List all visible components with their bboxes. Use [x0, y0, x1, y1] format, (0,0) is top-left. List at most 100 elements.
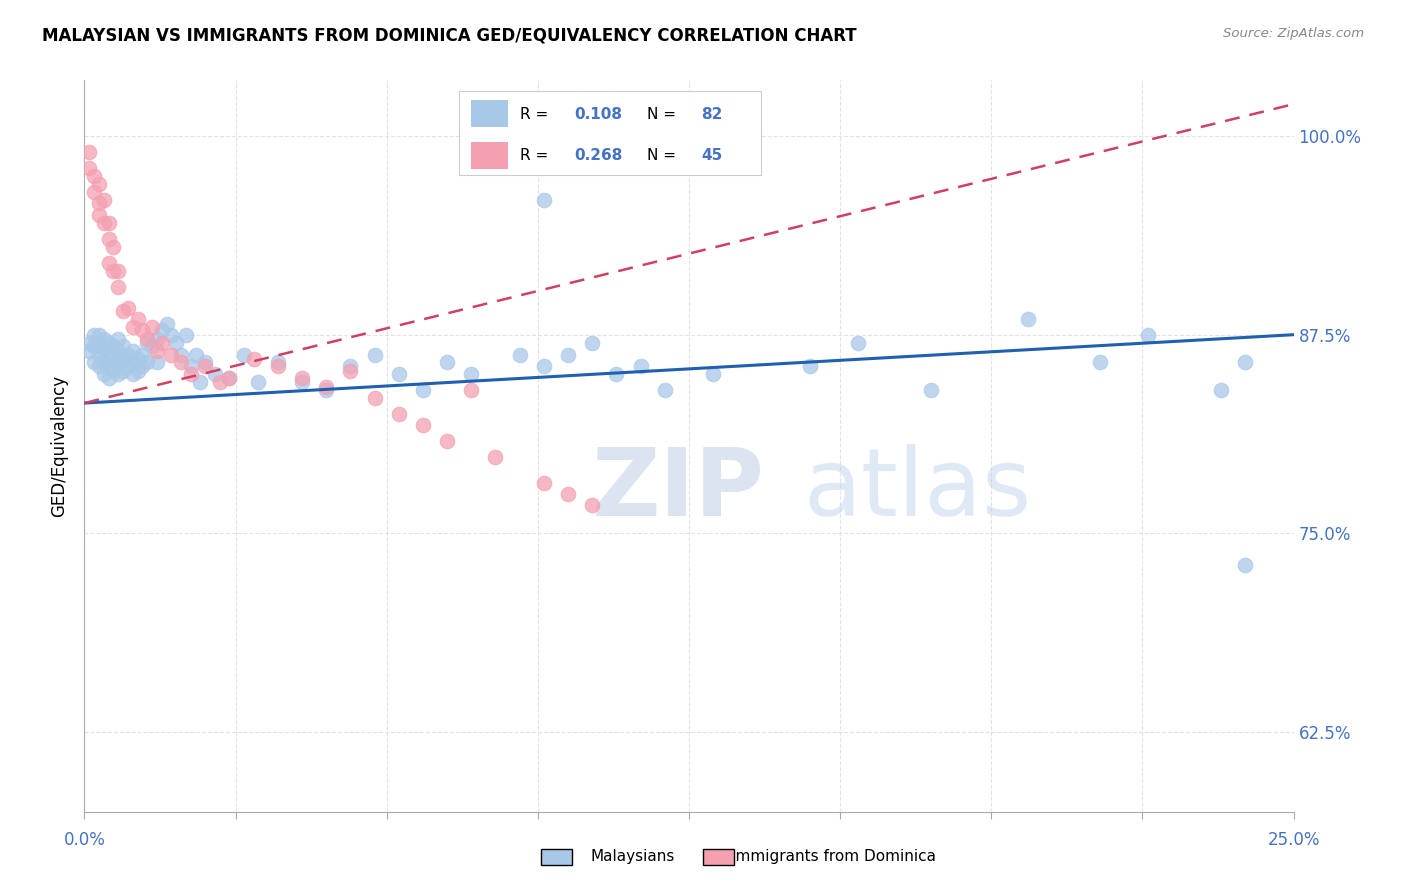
Point: [702, 368, 724, 382]
Point: [155, 317, 177, 331]
Point: [107, 355, 129, 369]
Point: [412, 418, 434, 433]
Point: [127, 351, 149, 366]
Point: [180, 359, 202, 374]
Point: [131, 323, 153, 337]
Point: [533, 359, 555, 374]
Point: [87, 195, 110, 210]
Point: [97, 348, 120, 362]
Point: [112, 364, 135, 378]
Point: [339, 364, 361, 378]
Point: [1209, 384, 1232, 398]
Point: [93, 368, 115, 382]
Point: [174, 327, 197, 342]
Point: [112, 339, 135, 353]
Point: [117, 348, 139, 362]
Point: [107, 343, 129, 358]
Point: [267, 355, 290, 369]
Point: [605, 368, 627, 382]
Point: [131, 359, 153, 374]
Point: [170, 355, 193, 369]
Point: [97, 256, 120, 270]
Point: [460, 384, 482, 398]
Text: Source: ZipAtlas.com: Source: ZipAtlas.com: [1223, 27, 1364, 40]
Point: [93, 355, 115, 369]
Text: 0.0%: 0.0%: [63, 830, 105, 849]
Point: [77, 161, 100, 175]
Text: Immigrants from Dominica: Immigrants from Dominica: [731, 849, 936, 863]
Point: [291, 370, 314, 384]
Point: [112, 303, 135, 318]
Point: [846, 335, 869, 350]
Point: [190, 376, 212, 390]
Point: [136, 333, 159, 347]
Text: ZIP: ZIP: [592, 444, 765, 536]
Point: [117, 359, 139, 374]
Point: [247, 376, 270, 390]
Point: [87, 209, 110, 223]
Point: [97, 370, 120, 384]
Point: [291, 376, 314, 390]
Point: [121, 368, 143, 382]
Point: [1234, 355, 1257, 369]
Point: [557, 486, 579, 500]
Point: [484, 450, 506, 464]
Point: [920, 384, 942, 398]
Point: [121, 343, 143, 358]
Point: [533, 193, 555, 207]
Point: [146, 333, 169, 347]
Point: [83, 185, 105, 199]
Point: [363, 392, 385, 406]
Point: [83, 339, 105, 353]
Point: [412, 384, 434, 398]
Point: [581, 335, 603, 350]
Point: [131, 348, 153, 362]
Point: [93, 342, 115, 356]
Point: [160, 327, 183, 342]
Point: [557, 348, 579, 362]
Point: [180, 368, 202, 382]
Point: [160, 348, 183, 362]
Point: [194, 355, 217, 369]
Point: [242, 351, 264, 366]
Point: [315, 380, 337, 394]
Point: [107, 264, 129, 278]
Point: [150, 335, 173, 350]
Point: [267, 359, 290, 374]
Point: [630, 359, 652, 374]
Point: [97, 216, 120, 230]
Point: [581, 498, 603, 512]
Point: [363, 348, 385, 362]
Point: [436, 355, 458, 369]
Point: [141, 339, 163, 353]
Point: [208, 376, 231, 390]
Point: [460, 368, 482, 382]
Point: [150, 323, 173, 337]
Point: [87, 348, 110, 362]
Text: 25.0%: 25.0%: [1267, 830, 1320, 849]
Point: [509, 348, 531, 362]
Point: [184, 348, 207, 362]
Point: [339, 359, 361, 374]
Text: atlas: atlas: [804, 444, 1032, 536]
Point: [83, 327, 105, 342]
Point: [103, 351, 125, 366]
Text: MALAYSIAN VS IMMIGRANTS FROM DOMINICA GED/EQUIVALENCY CORRELATION CHART: MALAYSIAN VS IMMIGRANTS FROM DOMINICA GE…: [42, 27, 856, 45]
Point: [127, 311, 149, 326]
Point: [218, 370, 240, 384]
Point: [146, 355, 169, 369]
Y-axis label: GED/Equivalency: GED/Equivalency: [51, 375, 69, 517]
Point: [136, 355, 159, 369]
Point: [93, 216, 115, 230]
Point: [146, 343, 169, 358]
Point: [141, 319, 163, 334]
Text: Malaysians: Malaysians: [591, 849, 675, 863]
Point: [103, 240, 125, 254]
Point: [233, 348, 256, 362]
Point: [112, 351, 135, 366]
Point: [1234, 558, 1257, 573]
Point: [127, 364, 149, 378]
Point: [388, 368, 411, 382]
Point: [97, 359, 120, 374]
Point: [165, 335, 187, 350]
